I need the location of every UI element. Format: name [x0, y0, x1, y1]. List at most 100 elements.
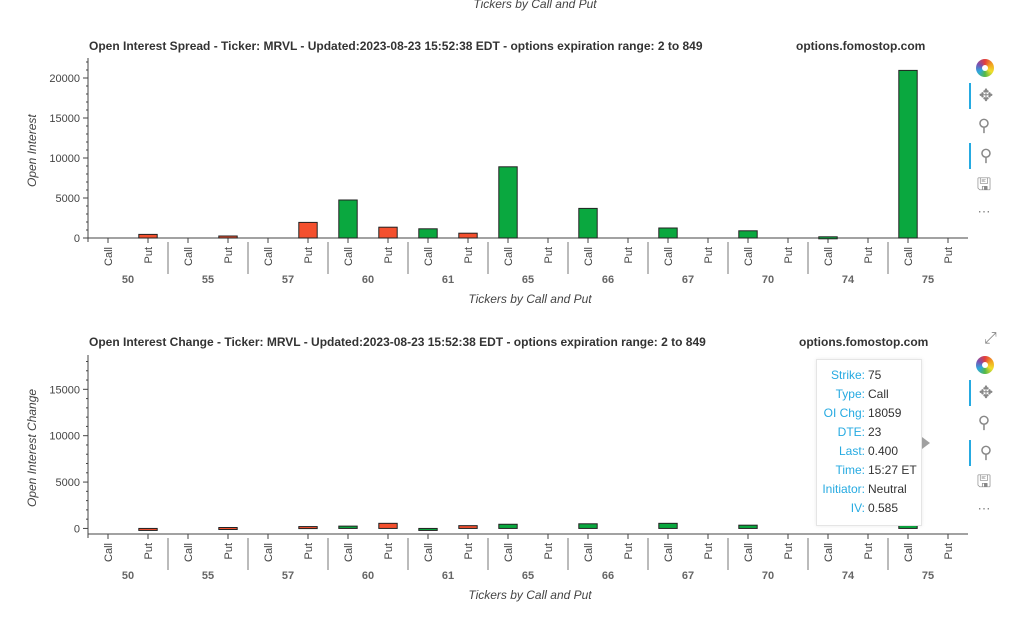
y-tick-label: 15000	[49, 384, 80, 396]
y-tick-label: 10000	[49, 153, 80, 165]
x-tick-label: Put	[303, 543, 315, 560]
x-tick-label: Call	[663, 247, 675, 266]
y-tick-label: 20000	[49, 73, 80, 85]
tooltip-value: 0.585	[868, 501, 899, 515]
x-tick-label: Call	[183, 543, 195, 562]
tooltip-value: Neutral	[868, 482, 907, 496]
x-tick-label: Put	[543, 247, 555, 264]
bar-put	[298, 221, 318, 239]
group-label: 70	[762, 274, 774, 286]
group-label: 67	[682, 274, 694, 286]
bar-call	[658, 227, 678, 239]
more-icon[interactable]: ⋯	[977, 501, 991, 516]
x-tick-label: Call	[183, 247, 195, 266]
x-tick-label: Put	[623, 543, 635, 560]
bar-put	[298, 526, 318, 530]
x-tick-label: Call	[823, 543, 835, 562]
bar-call	[658, 522, 678, 529]
tooltip-key: Last:	[838, 444, 865, 458]
x-tick-label: Put	[303, 247, 315, 264]
tooltip-row: Type: Call	[817, 387, 921, 403]
tooltip-key: Type:	[835, 387, 865, 401]
bar-call	[498, 166, 518, 239]
tooltip-value: 75	[868, 368, 882, 382]
wheel-zoom-icon[interactable]: ⚲	[969, 440, 1001, 466]
group-label: 67	[682, 570, 694, 582]
x-tick-label: Put	[703, 543, 715, 560]
bar-put	[218, 235, 238, 239]
chart1-site-label: options.fomostop.com	[796, 39, 926, 53]
bar-call	[578, 207, 598, 239]
pan-icon[interactable]: ✥	[969, 380, 1001, 406]
chart1-toolbar: ✥ ⚲ ⚲ 🖫 ⋯	[969, 55, 999, 225]
wheel-zoom-icon[interactable]: ⚲	[969, 143, 1001, 169]
bar-put	[138, 233, 158, 239]
x-tick-label: Put	[703, 247, 715, 264]
x-tick-label: Call	[103, 543, 115, 562]
bar-call	[418, 527, 438, 531]
x-tick-label: Call	[263, 247, 275, 266]
x-tick-label: Call	[423, 247, 435, 266]
top-x-axis-label: Tickers by Call and Put	[473, 0, 597, 11]
tooltip-pointer	[922, 437, 930, 449]
y-tick-label: 10000	[49, 431, 80, 443]
group-label: 55	[202, 274, 214, 286]
tooltip-key: IV:	[850, 501, 865, 515]
chart1-title: Open Interest Spread - Ticker: MRVL - Up…	[89, 39, 703, 53]
bar-put	[138, 527, 158, 531]
x-tick-label: Put	[383, 247, 395, 264]
group-label: 75	[922, 570, 934, 582]
tooltip-key: OI Chg:	[823, 406, 865, 420]
bokeh-logo-icon[interactable]	[969, 352, 999, 378]
x-tick-label: Call	[263, 543, 275, 562]
tooltip-key: Initiator:	[822, 482, 865, 496]
group-label: 65	[522, 570, 534, 582]
x-tick-label: Call	[103, 247, 115, 266]
chart2-title: Open Interest Change - Ticker: MRVL - Up…	[89, 335, 706, 349]
x-tick-label: Put	[143, 247, 155, 264]
tooltip-row: IV: 0.585	[817, 501, 921, 517]
save-icon[interactable]: 🖫	[976, 174, 992, 194]
tooltip-value: Call	[868, 387, 889, 401]
chart2-toolbar: ✥ ⚲ ⚲ 🖫 ⋯	[969, 352, 999, 522]
save-icon[interactable]: 🖫	[976, 471, 992, 491]
bar-call	[818, 236, 838, 240]
x-tick-label: Put	[463, 543, 475, 560]
x-tick-label: Call	[743, 247, 755, 266]
group-label: 55	[202, 570, 214, 582]
group-label: 50	[122, 570, 134, 582]
chart1-x-axis-label: Tickers by Call and Put	[468, 292, 592, 306]
x-tick-label: Put	[383, 543, 395, 560]
group-label: 66	[602, 570, 614, 582]
box-zoom-icon[interactable]: ⚲	[977, 413, 991, 432]
x-tick-label: Put	[863, 247, 875, 264]
expand-icon[interactable]: ⤢	[984, 330, 997, 347]
bar-call	[578, 523, 598, 529]
pan-icon[interactable]: ✥	[969, 83, 1001, 109]
bar-put	[218, 527, 238, 531]
bar-call	[418, 228, 438, 239]
bar-put	[458, 525, 478, 529]
group-label: 61	[442, 570, 454, 582]
chart2-x-axis-label: Tickers by Call and Put	[468, 588, 592, 602]
more-icon[interactable]: ⋯	[977, 204, 991, 219]
x-tick-label: Call	[903, 247, 915, 266]
x-tick-label: Call	[583, 247, 595, 266]
tooltip-key: Time:	[835, 463, 865, 477]
x-tick-label: Call	[343, 247, 355, 266]
y-tick-label: 0	[74, 523, 80, 535]
tooltip-row: Time: 15:27 ET	[817, 463, 921, 479]
bar-call	[738, 230, 758, 239]
group-label: 50	[122, 274, 134, 286]
tooltip-row: DTE: 23	[817, 425, 921, 441]
tooltip-row: Last: 0.400	[817, 444, 921, 460]
open-interest-chart[interactable]: 0 5000 10000 15000 20000 Call Put 50 Call Put 55 Ca…	[0, 0, 1011, 320]
group-label: 74	[842, 274, 855, 286]
x-tick-label: Put	[223, 247, 235, 264]
box-zoom-icon[interactable]: ⚲	[977, 116, 991, 135]
group-label: 57	[282, 274, 294, 286]
bokeh-logo-icon[interactable]	[969, 55, 999, 81]
bar-call	[898, 69, 918, 239]
tooltip-value: 0.400	[868, 444, 899, 458]
